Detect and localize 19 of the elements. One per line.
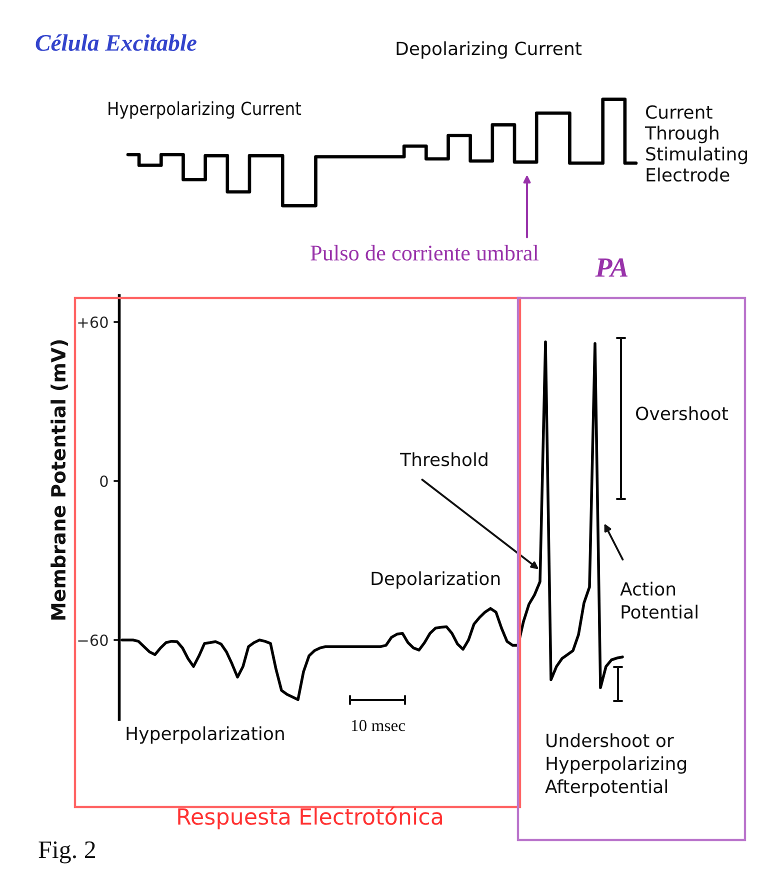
text: Pulso de corriente umbral xyxy=(310,244,539,261)
y-tick-label: 0 xyxy=(100,475,108,488)
text: Depolarizing Current xyxy=(396,41,582,59)
text: 10 msec xyxy=(352,720,406,732)
text: Undershoot or Hyperpolarizing Afterpotential xyxy=(545,733,686,797)
y-axis-title: Membrane Potential (mV) xyxy=(50,340,68,620)
text: Current Through Stimulating Electrode xyxy=(644,105,748,182)
annotation: Depolarization xyxy=(372,571,500,589)
annotation: Threshold xyxy=(400,452,488,466)
chart-title: Célula Excitable xyxy=(36,34,196,51)
annotation: Action Potential xyxy=(620,582,698,619)
text: PA xyxy=(595,258,628,277)
caption: Fig. 2 xyxy=(38,841,95,864)
text: Respuesta Electrotónica xyxy=(178,806,442,830)
text: Hyperpolarization xyxy=(126,726,284,744)
text: Overshoot xyxy=(636,406,728,420)
y-tick-label: −60 xyxy=(78,634,108,646)
y-tick-label: +60 xyxy=(78,316,108,328)
annotation: Hyperpolarizing Current xyxy=(108,101,302,119)
